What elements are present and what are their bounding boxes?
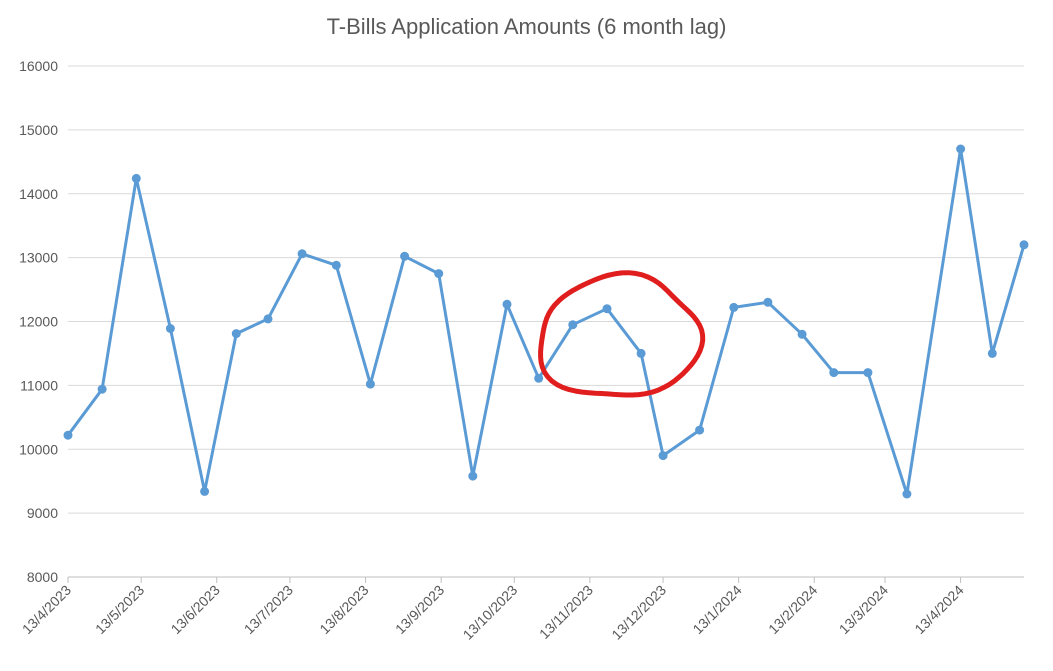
data-point <box>636 348 646 358</box>
data-point <box>131 173 141 183</box>
data-point <box>956 144 966 154</box>
x-tick-label: 13/4/2024 <box>911 582 967 638</box>
data-point <box>987 348 997 358</box>
data-point <box>829 368 839 378</box>
y-tick-label: 15000 <box>19 122 58 138</box>
x-axis-tick-labels: 13/4/2023 13/5/2023 13/6/2023 13/7/2023 13/8… <box>19 582 967 643</box>
data-point <box>695 425 705 435</box>
gridlines <box>68 65 1024 514</box>
y-tick-label: 10000 <box>19 441 58 457</box>
data-point <box>434 269 444 279</box>
freehand-circle-annotation <box>538 270 706 398</box>
x-tick-label: 13/12/2023 <box>608 582 669 643</box>
x-axis <box>67 576 1024 583</box>
x-tick-label: 13/7/2023 <box>241 582 297 638</box>
y-tick-label: 8000 <box>27 569 58 585</box>
y-axis-tick-labels: 8000 9000 10000 11000 12000 13000 14000 15000 16… <box>19 58 58 585</box>
y-tick-label: 9000 <box>27 505 58 521</box>
data-point <box>231 329 241 339</box>
x-tick-label: 13/4/2023 <box>19 582 75 638</box>
data-point <box>165 324 175 333</box>
x-tick-label: 13/3/2024 <box>836 582 892 638</box>
data-point <box>365 379 375 389</box>
x-tick-label: 13/11/2023 <box>536 582 596 642</box>
data-point <box>658 451 668 461</box>
data-point <box>297 249 307 259</box>
data-point <box>502 299 512 309</box>
data-point <box>263 314 273 324</box>
data-point <box>902 489 912 499</box>
y-tick-label: 14000 <box>19 186 58 202</box>
x-tick-label: 13/10/2023 <box>460 582 521 643</box>
data-point <box>400 251 410 261</box>
y-tick-label: 13000 <box>19 250 58 266</box>
x-tick-label: 13/6/2023 <box>168 582 224 638</box>
annotations <box>538 270 706 398</box>
data-point <box>97 384 107 394</box>
x-tick-label: 13/2/2024 <box>765 582 821 638</box>
data-point <box>602 304 612 314</box>
data-point <box>797 329 807 339</box>
data-point <box>863 368 873 378</box>
data-point <box>534 373 544 383</box>
y-tick-label: 12000 <box>19 314 58 330</box>
x-tick-label: 13/9/2023 <box>392 582 448 638</box>
data-point <box>729 302 739 312</box>
x-tick-label: 13/5/2023 <box>92 582 148 638</box>
data-point <box>200 486 210 496</box>
data-point <box>763 297 773 307</box>
data-point <box>568 320 578 330</box>
chart-title: T-Bills Application Amounts (6 month lag… <box>326 14 727 39</box>
y-tick-label: 16000 <box>19 58 58 74</box>
data-point <box>331 260 341 270</box>
data-point <box>468 471 478 481</box>
y-tick-label: 11000 <box>20 377 58 393</box>
data-point <box>63 430 73 440</box>
x-tick-label: 13/8/2023 <box>316 582 372 638</box>
x-tick-label: 13/1/2024 <box>689 582 745 638</box>
data-point <box>1019 240 1029 250</box>
data-points <box>63 144 1029 499</box>
